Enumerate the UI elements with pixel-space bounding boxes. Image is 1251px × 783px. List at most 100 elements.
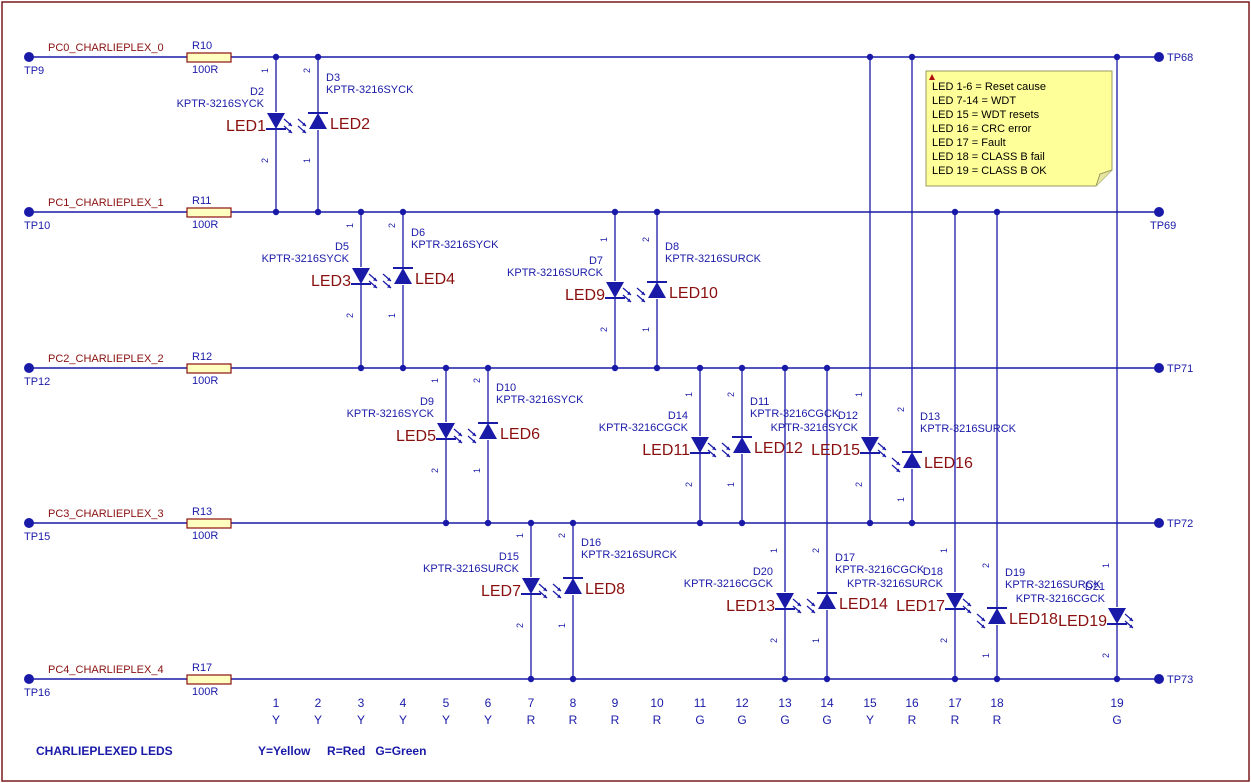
led-designator: D6 [411, 227, 425, 239]
diode-icon [903, 452, 921, 468]
column-number: 2 [315, 696, 322, 710]
pin-number: 1 [769, 548, 779, 553]
light-arrowhead-icon [967, 602, 971, 606]
led-designator: D10 [496, 382, 516, 394]
light-arrowhead-icon [726, 446, 730, 450]
led-label: LED2 [330, 116, 370, 133]
junction-dot [314, 53, 322, 61]
column-number: 13 [778, 696, 792, 710]
column-color: R [951, 713, 960, 727]
led-part-number: KPTR-3216CGCK [684, 578, 774, 590]
test-point-left-label: TP12 [24, 376, 50, 388]
pin-number: 1 [854, 392, 864, 397]
net-name-label: PC3_CHARLIEPLEX_3 [48, 508, 164, 520]
led-designator: D7 [589, 255, 603, 267]
column-color: Y [357, 713, 365, 727]
diode-icon [267, 113, 285, 129]
led-label: LED14 [839, 596, 888, 613]
pin-number: 2 [641, 237, 651, 242]
junction-dot [866, 519, 874, 527]
test-point-left [24, 363, 34, 373]
led-part-number: KPTR-3216SYCK [177, 98, 265, 110]
light-arrowhead-icon [387, 284, 391, 288]
junction-dot [611, 208, 619, 216]
net-name-label: PC1_CHARLIEPLEX_1 [48, 197, 164, 209]
diode-icon [733, 437, 751, 453]
led-part-number: KPTR-3216SURCK [847, 578, 944, 590]
light-arrowhead-icon [896, 461, 900, 465]
diode-icon [522, 578, 540, 594]
resistor-designator: R17 [192, 662, 212, 674]
test-point-left [24, 52, 34, 62]
test-point-right-label: TP68 [1167, 52, 1193, 64]
test-point-left [24, 518, 34, 528]
test-point-right [1154, 52, 1164, 62]
light-arrowhead-icon [1129, 624, 1133, 628]
column-number: 19 [1110, 696, 1124, 710]
light-arrowhead-icon [302, 129, 306, 133]
pin-number: 2 [599, 327, 609, 332]
light-arrowhead-icon [641, 298, 645, 302]
led-label: LED11 [642, 442, 690, 459]
led-designator: D3 [326, 72, 340, 84]
led-designator: D11 [750, 396, 769, 408]
note-box: LED 1-6 = Reset cause LED 7-14 = WDT LED… [925, 70, 1113, 187]
net-label-group-2: PC2_CHARLIEPLEX_2 R12 100R TP12 TP71 [24, 351, 1193, 388]
column-number: 18 [990, 696, 1004, 710]
junction-dot [951, 208, 959, 216]
diode-icon [309, 113, 327, 129]
net-label-group-0: PC0_CHARLIEPLEX_0 R10 100R TP9 TP68 [24, 40, 1193, 77]
led-label: LED1 [226, 118, 266, 135]
junction-dot [993, 675, 1001, 683]
junction-dot [696, 364, 704, 372]
diode-icon [564, 578, 582, 594]
led-part-number: KPTR-3216CGCK [750, 408, 840, 420]
pin-number: 2 [854, 482, 864, 487]
junction-dot [823, 675, 831, 683]
pin-number: 1 [515, 533, 525, 538]
led-designator: D12 [838, 410, 858, 422]
net-wires [29, 56, 1158, 680]
led-part-number: KPTR-3216SYCK [262, 253, 350, 265]
column-color: Y [314, 713, 322, 727]
junction-dot [738, 519, 746, 527]
resistor-value: 100R [192, 686, 218, 698]
led-label: LED5 [396, 428, 436, 445]
column-number: 10 [650, 696, 664, 710]
light-arrowhead-icon [543, 594, 547, 598]
diode-icon [988, 608, 1006, 624]
test-point-left [24, 207, 34, 217]
note-line: LED 1-6 = Reset cause [932, 81, 1046, 93]
junction-dot [951, 675, 959, 683]
note-line: LED 15 = WDT resets [932, 109, 1040, 121]
led-designator: D15 [499, 551, 519, 563]
led-label: LED6 [500, 426, 540, 443]
diode-icon [648, 282, 666, 298]
light-arrowhead-icon [712, 453, 716, 457]
note-marker-icon [929, 74, 935, 80]
pin-number: 1 [684, 392, 694, 397]
column-color: G [780, 713, 789, 727]
led-label: LED4 [415, 271, 455, 288]
junction-dot [611, 364, 619, 372]
column-number: 14 [820, 696, 834, 710]
pin-number: 2 [1101, 653, 1111, 658]
led-part-number: KPTR-3216CGCK [835, 564, 925, 576]
diode-icon [1108, 608, 1126, 624]
diode-icon [606, 282, 624, 298]
test-point-left-label: TP9 [24, 65, 44, 77]
diode-icon [479, 423, 497, 439]
light-arrowhead-icon [882, 446, 886, 450]
light-arrowhead-icon [373, 277, 377, 281]
resistor-value: 100R [192, 375, 218, 387]
pin-number: 1 [302, 158, 312, 163]
led-designator: D20 [753, 566, 773, 578]
test-point-left [24, 674, 34, 684]
pin-number: 2 [811, 548, 821, 553]
